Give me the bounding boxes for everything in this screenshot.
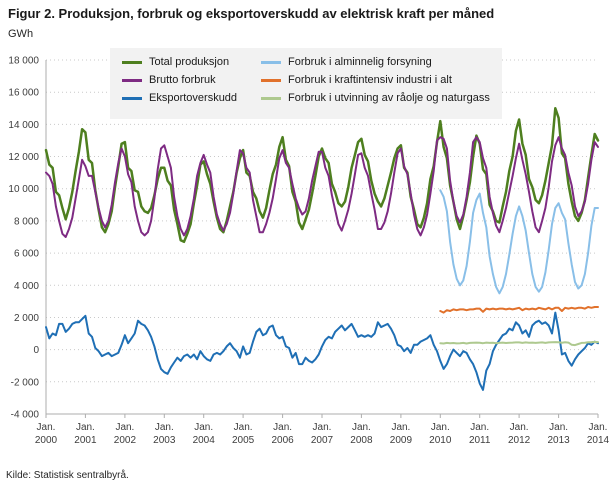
legend-label: Brutto forbruk	[149, 74, 216, 86]
x-tick-month-label: Jan.	[234, 422, 253, 433]
legend-label: Forbruk i alminnelig forsyning	[288, 56, 432, 68]
x-tick-year-label: 2014	[587, 435, 610, 446]
chart-legend: Total produksjon Brutto forbruk Eksportove…	[110, 48, 502, 119]
x-tick-year-label: 2012	[508, 435, 531, 446]
x-tick-month-label: Jan.	[549, 422, 568, 433]
x-tick-month-label: Jan.	[313, 422, 332, 433]
y-tick-label: 2 000	[14, 313, 39, 324]
x-tick-year-label: 2002	[114, 435, 137, 446]
x-tick-year-label: 2010	[429, 435, 452, 446]
legend-label: Forbruk i kraftintensiv industri i alt	[288, 74, 452, 86]
x-tick-year-label: 2013	[547, 435, 570, 446]
x-tick-year-label: 2000	[35, 435, 58, 446]
legend-item: Total produksjon	[122, 53, 237, 71]
y-tick-label: 18 000	[8, 56, 39, 67]
legend-line-swatch	[261, 96, 282, 100]
x-tick-year-label: 2007	[311, 435, 334, 446]
x-tick-year-label: 2005	[232, 435, 255, 446]
x-tick-month-label: Jan.	[194, 422, 213, 433]
y-axis-unit-label: GWh	[8, 28, 34, 40]
legend-item: Forbruk i kraftintensiv industri i alt	[261, 71, 490, 89]
x-tick-year-label: 2001	[74, 435, 97, 446]
x-tick-month-label: Jan.	[352, 422, 371, 433]
x-tick-month-label: Jan.	[37, 422, 56, 433]
x-tick-month-label: Jan.	[155, 422, 174, 433]
x-tick-month-label: Jan.	[273, 422, 292, 433]
x-tick-month-label: Jan.	[589, 422, 608, 433]
x-tick-month-label: Jan.	[76, 422, 95, 433]
y-tick-label: 12 000	[8, 152, 39, 163]
series-line-eksportoverskudd	[45, 311, 599, 391]
series-line-forbruk-i-alminnelig-forsyning	[439, 189, 599, 295]
y-tick-label: 10 000	[8, 184, 39, 195]
x-tick-month-label: Jan.	[470, 422, 489, 433]
legend-item: Forbruk i alminnelig forsyning	[261, 53, 490, 71]
y-tick-label: 14 000	[8, 120, 39, 131]
source-note: Kilde: Statistisk sentralbyrå.	[6, 470, 129, 481]
y-tick-label: -4 000	[11, 410, 40, 421]
x-tick-year-label: 2004	[193, 435, 216, 446]
y-tick-label: 8 000	[14, 216, 39, 227]
legend-line-swatch	[122, 78, 142, 82]
x-tick-month-label: Jan.	[391, 422, 410, 433]
legend-line-swatch	[122, 96, 142, 100]
legend-label: Total produksjon	[149, 56, 230, 68]
y-tick-label: -2 000	[11, 377, 40, 388]
legend-item: Brutto forbruk	[122, 71, 237, 89]
legend-line-swatch	[261, 78, 282, 82]
x-tick-year-label: 2011	[469, 435, 491, 446]
legend-line-swatch	[122, 60, 142, 64]
x-tick-year-label: 2009	[390, 435, 413, 446]
x-tick-month-label: Jan.	[431, 422, 450, 433]
figure-title: Figur 2. Produksjon, forbruk og eksporto…	[8, 6, 495, 21]
series-line-forbruk-i-utvinning-av-r-olje-og-naturgass	[439, 340, 599, 347]
x-tick-year-label: 2003	[153, 435, 176, 446]
y-tick-label: 16 000	[8, 88, 39, 99]
legend-label: Forbruk i utvinning av råolje og naturga…	[288, 92, 490, 104]
y-tick-label: 4 000	[14, 281, 39, 292]
x-tick-year-label: 2008	[350, 435, 373, 446]
legend-label: Eksportoverskudd	[149, 92, 238, 104]
series-line-brutto-forbruk	[45, 136, 599, 238]
legend-item: Forbruk i utvinning av råolje og naturga…	[261, 89, 490, 107]
legend-line-swatch	[261, 60, 282, 64]
legend-item: Eksportoverskudd	[122, 89, 237, 107]
x-tick-month-label: Jan.	[510, 422, 529, 433]
series-line-total-produksjon	[44, 107, 600, 244]
x-tick-month-label: Jan.	[115, 422, 134, 433]
series-line-forbruk-i-kraftintensiv-industri-i-alt	[439, 306, 599, 314]
y-tick-label: 6 000	[14, 249, 39, 260]
x-tick-year-label: 2006	[271, 435, 294, 446]
y-tick-label: 0	[33, 345, 39, 356]
